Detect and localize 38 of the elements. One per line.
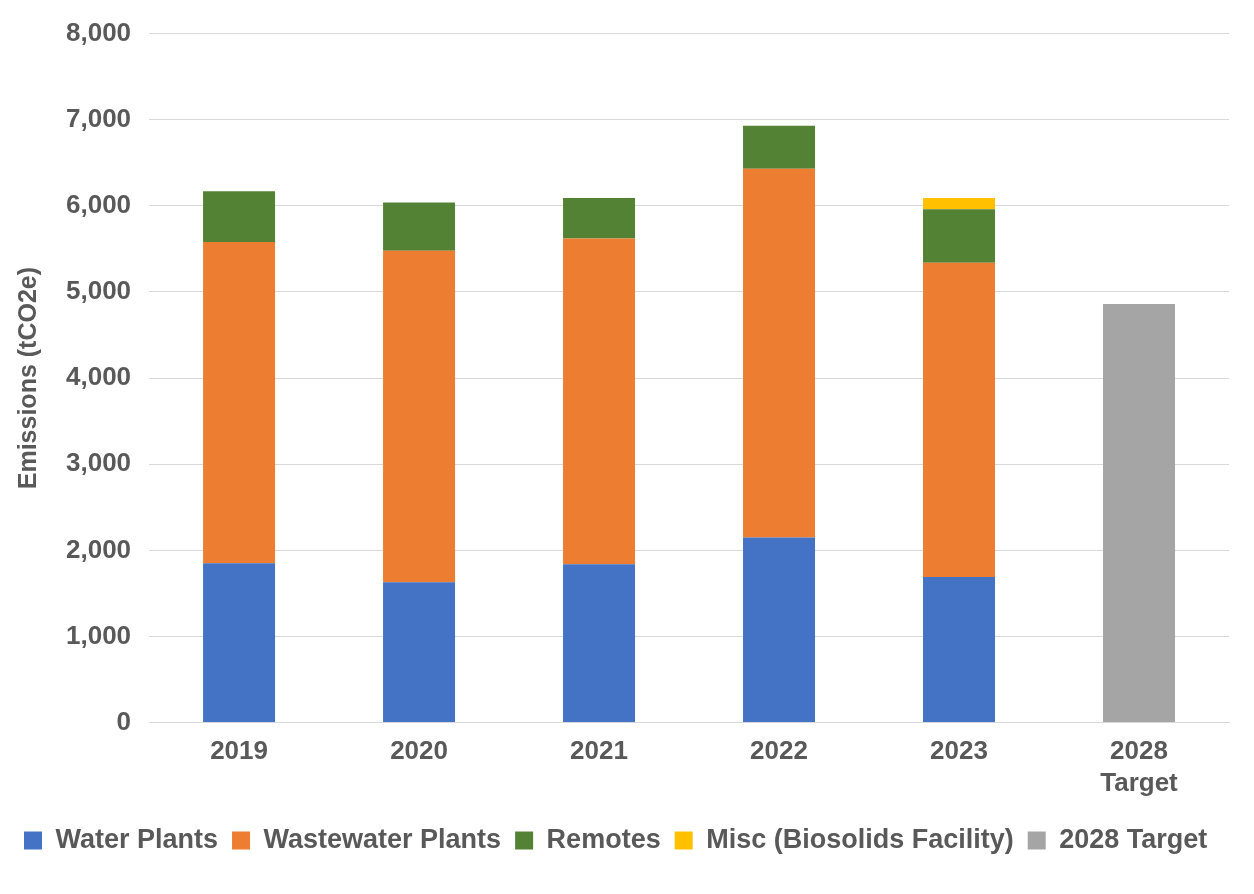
bar: [203, 191, 276, 243]
legend-label: 2028 Target: [1059, 823, 1208, 854]
y-tick-label: 5,000: [65, 275, 132, 306]
bar: [383, 250, 456, 583]
x-tick-label: 2023: [930, 735, 988, 766]
bar: [383, 582, 456, 723]
x-tick-label: 2019: [210, 735, 268, 766]
y-tick-label: 2,000: [65, 533, 132, 564]
bar: [743, 125, 816, 169]
y-tick-label: 3,000: [65, 447, 132, 478]
legend-label: Water Plants: [55, 823, 219, 854]
bar: [563, 564, 636, 723]
bar: [563, 198, 636, 239]
bar: [1103, 304, 1175, 723]
bar: [743, 168, 816, 538]
y-axis-title: Emissions (tCO2e): [12, 266, 41, 490]
legend-label: Wastewater Plants: [263, 823, 502, 854]
y-tick-label: 4,000: [65, 361, 132, 392]
x-tick-label: 2022: [750, 735, 808, 766]
bar: [203, 242, 276, 564]
legend-label: Misc (Biosolids Facility): [706, 823, 1014, 854]
bar: [743, 537, 816, 723]
legend-label: Remotes: [546, 823, 661, 854]
y-tick-label: 1,000: [65, 619, 132, 650]
bar: [923, 198, 996, 210]
bar: [923, 577, 996, 723]
y-tick-label: 0: [116, 705, 132, 736]
bar: [383, 202, 456, 251]
y-tick-label: 7,000: [65, 102, 132, 133]
bar: [923, 262, 996, 578]
x-tick-label: 2028 Target: [1100, 735, 1179, 797]
y-tick-label: 6,000: [65, 189, 132, 220]
bar: [203, 563, 276, 723]
bar: [563, 238, 636, 565]
x-tick-label: 2021: [570, 735, 628, 766]
x-tick-label: 2020: [390, 735, 448, 766]
y-tick-label: 8,000: [65, 16, 132, 47]
bar: [923, 209, 996, 263]
